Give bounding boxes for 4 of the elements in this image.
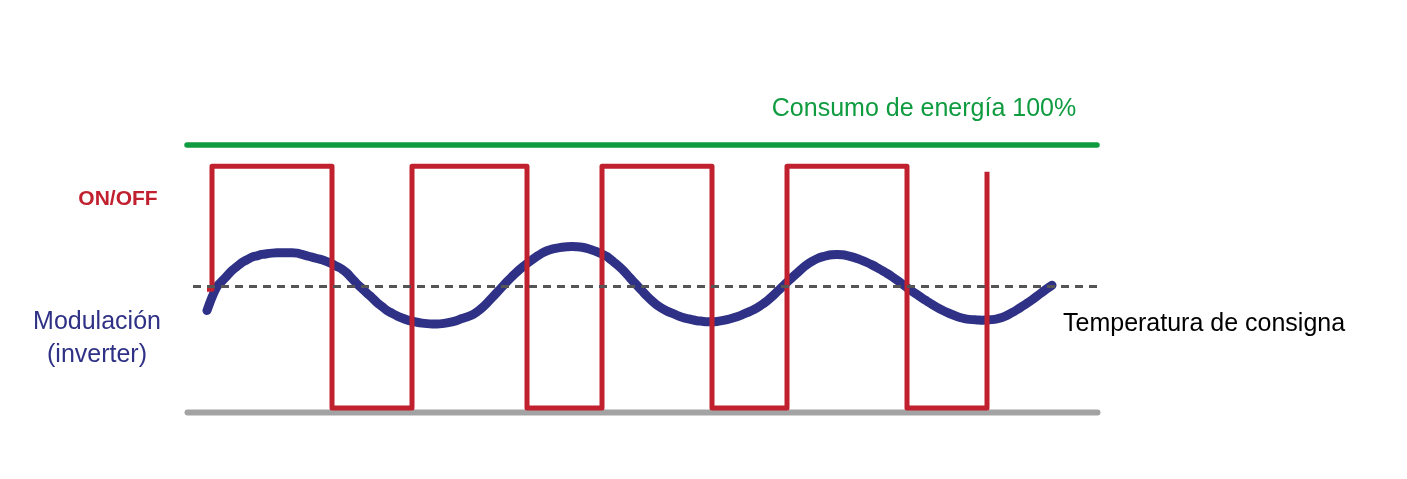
text: ON/OFF (78, 186, 158, 209)
series-label: Modulación (inverter) (33, 306, 161, 367)
ref-line-label: Temperatura de consigna (1063, 307, 1346, 336)
series-label: Consumo de energía 100% (771, 93, 1077, 121)
